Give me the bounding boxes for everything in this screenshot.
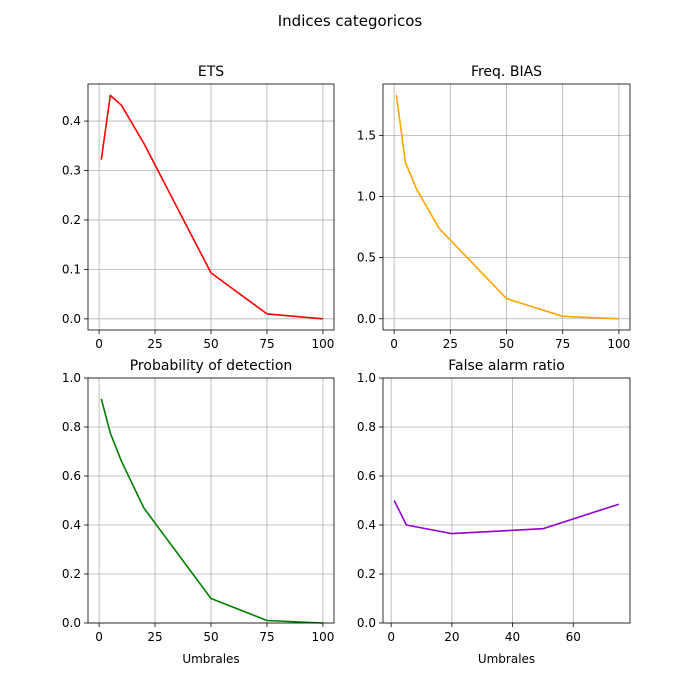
x-tick-label: 100 [311, 630, 334, 644]
x-tick-label: 100 [311, 337, 334, 351]
x-tick-label: 50 [203, 630, 218, 644]
y-tick-label: 0.0 [357, 312, 376, 326]
y-tick-label: 1.0 [357, 371, 376, 385]
y-tick-label: 0.8 [357, 420, 376, 434]
x-axis-label: Umbrales [182, 652, 239, 666]
y-tick-label: 0.4 [357, 518, 376, 532]
x-tick-label: 75 [259, 630, 274, 644]
subplot-title: Probability of detection [130, 358, 293, 374]
y-tick-label: 0.3 [62, 164, 81, 178]
y-tick-label: 0.2 [62, 213, 81, 227]
subplot-title: False alarm ratio [448, 358, 565, 374]
x-tick-label: 20 [444, 630, 459, 644]
x-tick-label: 0 [95, 630, 103, 644]
x-tick-label: 75 [555, 337, 570, 351]
series-line-1 [395, 94, 619, 320]
y-tick-label: 1.0 [62, 371, 81, 385]
y-tick-label: 0.2 [62, 567, 81, 581]
axes-frame [382, 377, 631, 624]
y-tick-label: 0.2 [357, 567, 376, 581]
x-tick-label: 25 [443, 337, 458, 351]
x-tick-label: 0 [390, 337, 398, 351]
series-line-1 [393, 500, 620, 535]
y-tick-label: 0.0 [62, 312, 81, 326]
x-tick-label: 25 [147, 337, 162, 351]
series-line-1 [100, 94, 323, 320]
x-tick-label: 50 [203, 337, 218, 351]
y-tick-label: 0.0 [62, 616, 81, 630]
y-tick-label: 0.0 [357, 616, 376, 630]
x-tick-label: 0 [95, 337, 103, 351]
x-tick-label: 50 [499, 337, 514, 351]
subplot-4: 0 20 40 60 0.0 0.2 0.4 0.6 0.8 1.0 False alarm rat… [357, 358, 631, 666]
y-tick-label: 0.4 [62, 114, 81, 128]
y-tick-label: 1.5 [357, 128, 376, 142]
y-tick-label: 0.6 [357, 469, 376, 483]
x-tick-label: 0 [387, 630, 395, 644]
y-tick-label: 1.0 [357, 189, 376, 203]
subplot-2: 0 25 50 75 100 0.0 0.5 1.0 1.5 Freq. BIAS [357, 64, 631, 351]
y-tick-label: 0.1 [62, 262, 81, 276]
subplot-3: 0 25 50 75 100 0.0 0.2 0.4 0.6 0.8 1.0 Probability … [62, 358, 335, 666]
y-tick-label: 0.4 [62, 518, 81, 532]
x-tick-label: 25 [147, 630, 162, 644]
x-tick-label: 100 [607, 337, 630, 351]
figure-title: Indices categoricos [278, 12, 423, 30]
subplot-title: ETS [198, 64, 224, 80]
y-tick-label: 0.5 [357, 251, 376, 265]
x-tick-label: 60 [566, 630, 581, 644]
subplot-1: 0 25 50 75 100 0.0 0.1 0.2 0.3 0.4 ETS [62, 64, 335, 351]
subplots: 0 25 50 75 100 0.0 0.1 0.2 0.3 0.4 ETS 0 25 50 75 100 0.… [62, 64, 631, 666]
y-tick-label: 0.6 [62, 469, 81, 483]
x-tick-label: 40 [505, 630, 520, 644]
subplot-title: Freq. BIAS [471, 64, 542, 80]
x-axis-label: Umbrales [478, 652, 535, 666]
y-tick-label: 0.8 [62, 420, 81, 434]
series-line-1 [100, 398, 323, 624]
x-tick-label: 75 [259, 337, 274, 351]
